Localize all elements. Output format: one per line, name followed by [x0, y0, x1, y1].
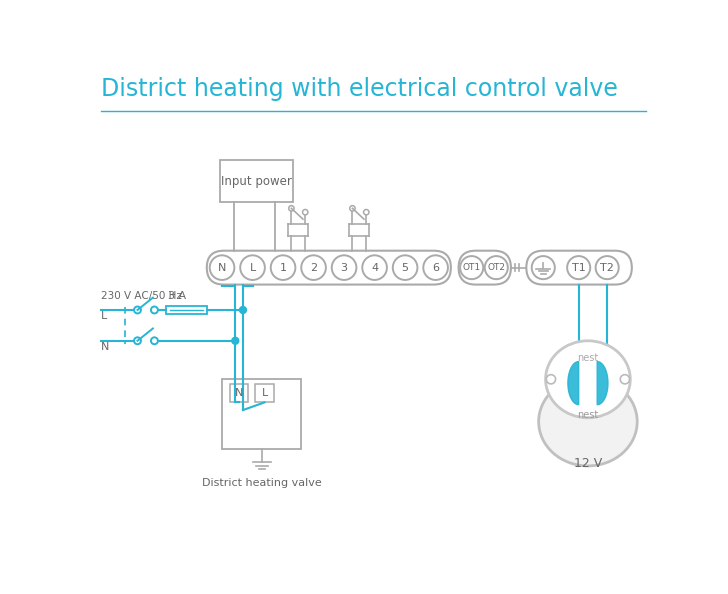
Text: 2: 2 — [310, 263, 317, 273]
Circle shape — [567, 256, 590, 279]
Text: District heating with electrical control valve: District heating with electrical control… — [100, 77, 617, 102]
Circle shape — [232, 337, 239, 345]
Text: L: L — [100, 311, 107, 321]
Polygon shape — [597, 362, 608, 405]
Circle shape — [460, 256, 483, 279]
Circle shape — [240, 255, 265, 280]
Circle shape — [134, 337, 141, 345]
Bar — [166, 306, 207, 314]
Text: N: N — [218, 263, 226, 273]
Circle shape — [363, 210, 369, 215]
Text: 6: 6 — [432, 263, 439, 273]
FancyBboxPatch shape — [459, 251, 511, 285]
Circle shape — [546, 375, 555, 384]
Ellipse shape — [545, 341, 630, 418]
FancyBboxPatch shape — [526, 251, 632, 285]
Circle shape — [151, 307, 158, 314]
Circle shape — [485, 256, 508, 279]
Circle shape — [303, 210, 308, 215]
Bar — [230, 384, 248, 402]
Text: 3: 3 — [341, 263, 347, 273]
Circle shape — [349, 206, 355, 211]
Polygon shape — [568, 362, 579, 405]
Bar — [256, 384, 274, 402]
Circle shape — [271, 255, 296, 280]
Text: 230 V AC/50 Hz: 230 V AC/50 Hz — [100, 290, 181, 301]
Text: T1: T1 — [571, 263, 585, 273]
Text: Input power: Input power — [221, 175, 292, 188]
Text: N: N — [100, 342, 109, 352]
Circle shape — [210, 255, 234, 280]
Circle shape — [596, 256, 619, 279]
Circle shape — [620, 375, 630, 384]
Circle shape — [301, 255, 326, 280]
Text: T2: T2 — [601, 263, 614, 273]
Text: OT2: OT2 — [487, 263, 505, 272]
Text: 1: 1 — [280, 263, 287, 273]
Text: L: L — [250, 263, 256, 273]
Circle shape — [134, 307, 141, 314]
Text: N: N — [235, 388, 243, 398]
Text: 3 A: 3 A — [168, 291, 186, 301]
Bar — [220, 160, 293, 202]
Text: 5: 5 — [402, 263, 408, 273]
Circle shape — [363, 255, 387, 280]
Circle shape — [289, 206, 294, 211]
FancyBboxPatch shape — [207, 251, 451, 285]
Bar — [222, 380, 301, 448]
Ellipse shape — [539, 377, 637, 466]
Circle shape — [332, 255, 357, 280]
Text: L: L — [261, 388, 268, 398]
Text: nest: nest — [577, 410, 598, 421]
Text: District heating valve: District heating valve — [202, 478, 322, 488]
Circle shape — [240, 307, 247, 314]
Circle shape — [151, 337, 158, 345]
Text: 4: 4 — [371, 263, 378, 273]
Circle shape — [393, 255, 417, 280]
Text: 12 V: 12 V — [574, 457, 602, 470]
Text: OT1: OT1 — [462, 263, 480, 272]
Text: nest: nest — [577, 353, 598, 363]
Circle shape — [423, 255, 448, 280]
Circle shape — [531, 256, 555, 279]
